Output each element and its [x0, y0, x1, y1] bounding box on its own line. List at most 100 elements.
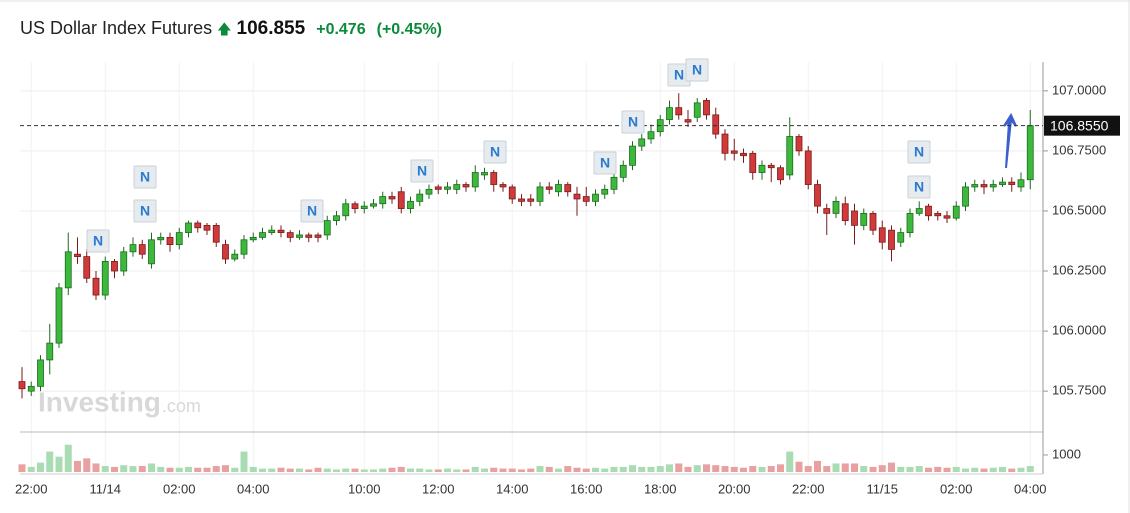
candle-body — [157, 236, 165, 241]
news-marker — [907, 175, 931, 199]
volume-bar — [536, 466, 544, 472]
candle-body — [129, 244, 137, 253]
volume-bar — [814, 460, 821, 472]
candle-body — [259, 232, 266, 238]
volume-bar — [222, 465, 229, 472]
candle-body — [629, 145, 636, 166]
volume-bar — [897, 466, 905, 472]
volume-bar — [286, 468, 294, 472]
candle-body — [888, 229, 895, 250]
volume-bar — [555, 468, 562, 472]
title: US Dollar Index Futures — [20, 18, 213, 38]
x-tick-label: 11/14 — [89, 481, 121, 496]
candle-body — [823, 208, 831, 214]
volume-bar — [952, 466, 960, 472]
volume-bar — [980, 468, 988, 472]
news-marker-label: N — [490, 144, 500, 160]
candle-body — [851, 210, 858, 226]
candle-body — [693, 102, 701, 118]
y-tick-label: 106.2500 — [1052, 262, 1106, 277]
change: +0.476 — [316, 21, 366, 38]
volume-bar — [203, 467, 211, 472]
x-tick-label: 02:00 — [940, 481, 973, 496]
candle-body — [730, 150, 738, 154]
candle-body — [203, 224, 211, 231]
volume-bar — [342, 468, 350, 472]
volume-bar — [55, 456, 63, 472]
volume-bar — [111, 466, 118, 472]
volume-bar — [268, 468, 276, 472]
volume-bar — [212, 466, 220, 472]
candle-body — [499, 184, 507, 188]
volume-bar — [545, 466, 553, 472]
candle-body — [286, 232, 294, 238]
volume-bar — [1017, 467, 1025, 472]
y-tick-label: 106.5000 — [1052, 202, 1106, 217]
volume-bar — [878, 465, 886, 472]
volume-bar — [795, 461, 803, 472]
volume-bar — [888, 462, 895, 472]
candle-body — [471, 172, 479, 188]
volume-bar — [647, 466, 655, 472]
x-tick-label: 22:00 — [792, 481, 825, 496]
volume-bar — [388, 467, 396, 472]
volume-bar — [767, 466, 775, 472]
candle-body — [638, 138, 646, 147]
candle-body — [120, 251, 128, 272]
candle-body — [684, 119, 692, 123]
volume-bar — [999, 466, 1006, 472]
candle-body — [814, 184, 821, 207]
candle-body — [795, 136, 803, 152]
candle-body — [101, 261, 109, 296]
candle-body — [925, 205, 932, 217]
candle-body — [989, 184, 997, 188]
candle-body — [462, 184, 470, 188]
x-tick-label: 04:00 — [1014, 481, 1047, 496]
candle-body — [555, 184, 562, 193]
volume-tick-label: 1000 — [1052, 446, 1081, 461]
candle-body — [351, 203, 359, 209]
candle-body — [231, 253, 239, 260]
candle-body — [980, 184, 988, 188]
volume-bar — [64, 444, 72, 472]
candle-body — [573, 193, 581, 200]
volume-bar — [823, 466, 831, 472]
volume-bar — [564, 466, 572, 472]
volume-bar — [582, 468, 590, 472]
volume-bar — [656, 466, 664, 472]
candle-body — [508, 186, 516, 200]
candle-body — [564, 184, 572, 193]
y-tick-label: 106.0000 — [1052, 323, 1106, 338]
candle-body — [277, 229, 285, 233]
volume-bar — [1026, 466, 1034, 472]
candle-body — [943, 215, 951, 219]
candle-body — [314, 234, 322, 238]
candle-body — [971, 184, 979, 188]
y-tick-label: 105.7500 — [1052, 383, 1106, 398]
volume-bar — [138, 466, 146, 472]
candle-body — [481, 172, 488, 176]
volume-bar — [471, 466, 479, 472]
candle-body — [212, 224, 220, 243]
candle-body — [897, 232, 905, 243]
watermark-suffix: .com — [162, 396, 201, 416]
volume-bar — [120, 465, 128, 472]
candle-body — [758, 164, 766, 173]
candle-body — [878, 227, 886, 243]
arrow-annotation — [1003, 112, 1017, 169]
candle-body — [342, 203, 350, 217]
news-marker — [593, 151, 617, 175]
volume-bar — [573, 467, 581, 472]
candle-body — [906, 212, 914, 233]
candle-body — [832, 200, 840, 214]
volume-bar — [37, 462, 44, 472]
candle-body — [721, 133, 729, 154]
last-price-label: 106.8550 — [1050, 117, 1109, 133]
candle-body — [194, 222, 202, 229]
candle-body — [952, 205, 960, 219]
candle-body — [185, 222, 192, 233]
volume-bar — [185, 466, 192, 472]
candle-body — [860, 212, 868, 226]
change-pct: (+0.45%) — [376, 21, 442, 38]
